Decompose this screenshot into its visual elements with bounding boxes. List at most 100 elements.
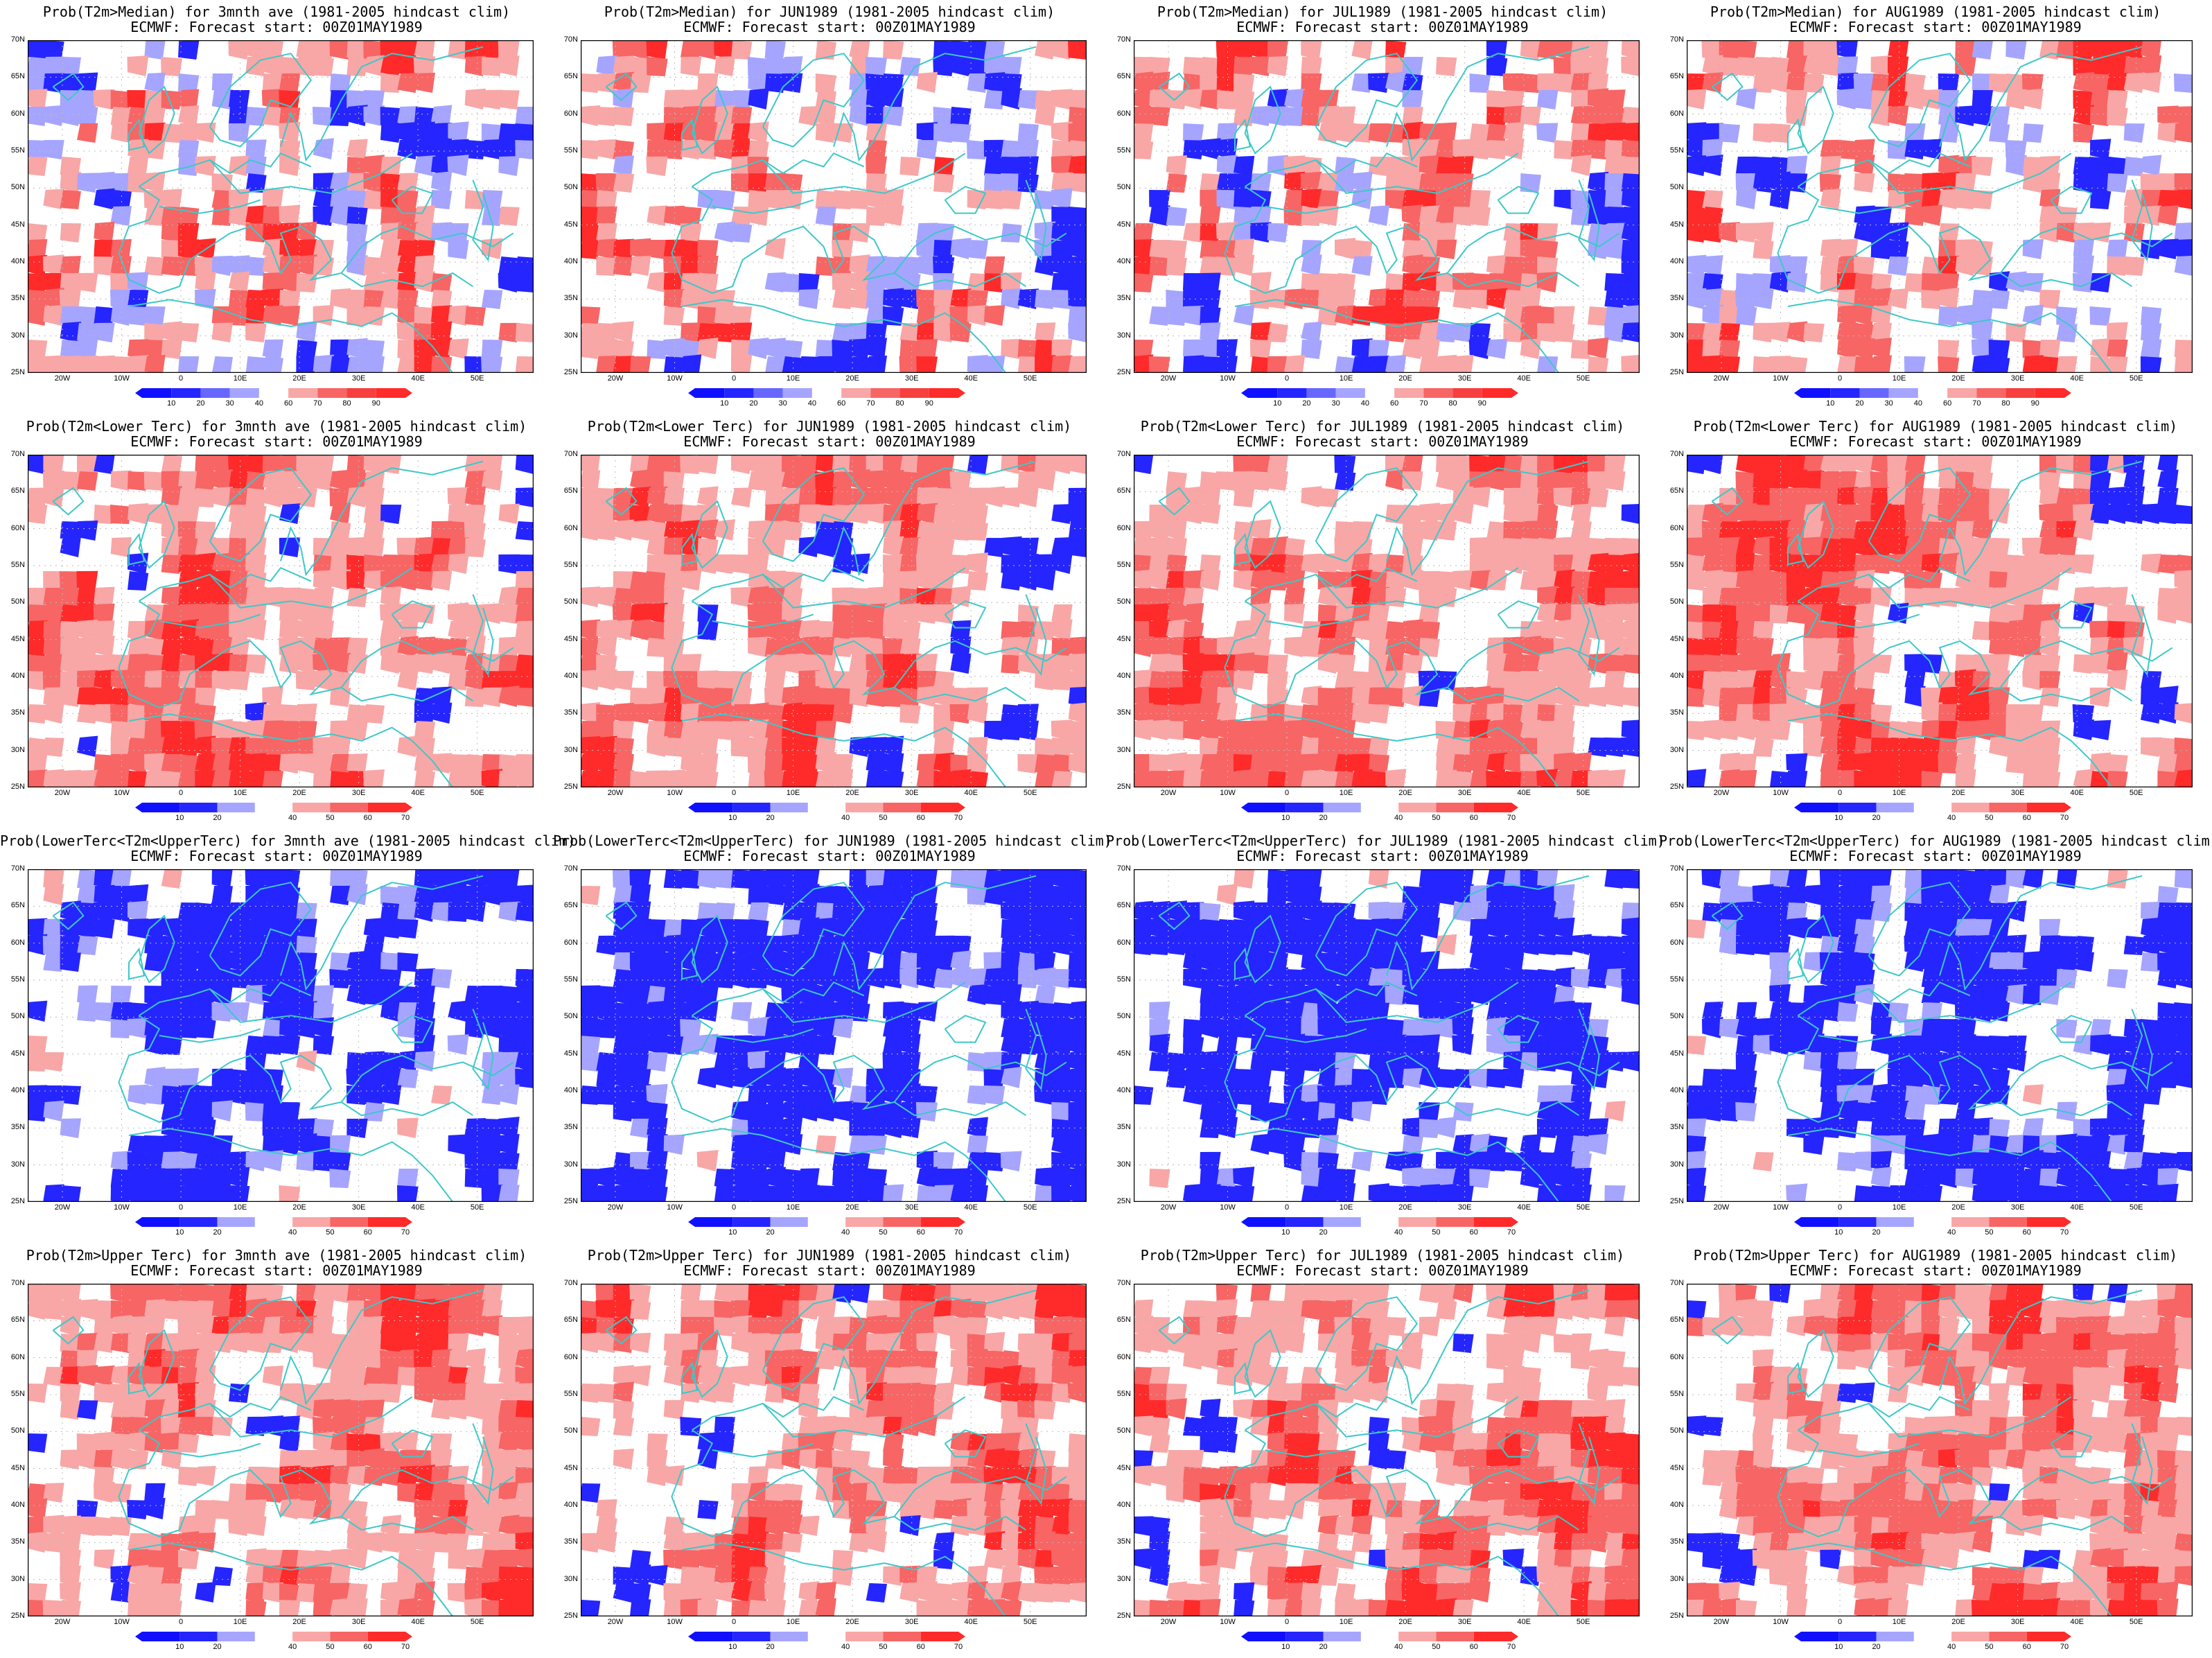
lat-tick-label: 60N bbox=[1669, 938, 1684, 947]
lon-tick-label: 10E bbox=[786, 789, 800, 797]
lon-tick-label: 20E bbox=[845, 1618, 859, 1626]
lon-tick-label: 50E bbox=[2129, 374, 2143, 383]
graticule bbox=[1687, 455, 2193, 787]
lon-tick-label: 20W bbox=[1713, 789, 1730, 797]
lat-tick-label: 65N bbox=[1116, 1316, 1131, 1325]
lat-tick-label: 40N bbox=[10, 1086, 25, 1094]
colorbar-label: 40 bbox=[254, 399, 263, 408]
lat-tick-label: 35N bbox=[563, 1123, 578, 1132]
lon-tick-label: 50E bbox=[1023, 1618, 1037, 1626]
lat-tick-label: 45N bbox=[563, 1463, 578, 1472]
lon-tick-label: 0 bbox=[731, 1203, 737, 1212]
lat-tick-label: 55N bbox=[563, 146, 578, 155]
panel-title: Prob(T2m<Lower Terc) for AUG1989 (1981-2… bbox=[1693, 418, 2178, 435]
coastlines bbox=[1711, 1289, 2173, 1616]
panel-subtitle: ECMWF: Forecast start: 00Z01MAY1989 bbox=[1789, 1262, 2082, 1279]
colorbar-label: 60 bbox=[2022, 1643, 2031, 1651]
panel-title: Prob(T2m>Median) for JUL1989 (1981-2005 … bbox=[1157, 3, 1608, 20]
lon-tick-label: 40E bbox=[1517, 789, 1531, 797]
colorbar bbox=[135, 1217, 412, 1227]
lat-tick-label: 50N bbox=[1116, 183, 1131, 192]
lat-tick-label: 30N bbox=[563, 745, 578, 754]
lat-tick-label: 25N bbox=[10, 783, 25, 791]
colorbar-label: 10 bbox=[175, 1228, 184, 1237]
lon-tick-label: 10E bbox=[1892, 1203, 1906, 1212]
contour-fill bbox=[581, 455, 1087, 787]
lat-tick-label: 60N bbox=[1669, 109, 1684, 118]
colorbar-label: 30 bbox=[225, 399, 234, 408]
lon-tick-label: 20E bbox=[1398, 1203, 1412, 1212]
colorbar-label: 40 bbox=[1947, 1228, 1956, 1237]
colorbar-label: 60 bbox=[1389, 399, 1399, 408]
lat-tick-label: 50N bbox=[1669, 597, 1684, 607]
contour-fill bbox=[581, 869, 1087, 1202]
lat-tick-label: 45N bbox=[563, 634, 578, 643]
colorbar-label: 10 bbox=[1834, 814, 1843, 822]
lon-tick-label: 40E bbox=[2070, 789, 2084, 797]
lat-tick-label: 35N bbox=[10, 708, 25, 717]
colorbar-label: 50 bbox=[1432, 1643, 1441, 1651]
colorbar-label: 20 bbox=[766, 1643, 775, 1651]
lat-tick-label: 25N bbox=[563, 783, 578, 791]
lat-tick-label: 30N bbox=[10, 1574, 25, 1583]
lat-tick-label: 25N bbox=[10, 1197, 25, 1205]
contour-fill bbox=[28, 869, 534, 1202]
probability-map bbox=[1134, 1284, 1640, 1616]
lat-tick-label: 70N bbox=[1669, 450, 1684, 458]
colorbar-label: 60 bbox=[836, 399, 846, 408]
lon-tick-label: 20W bbox=[1713, 1203, 1730, 1212]
lon-tick-label: 20W bbox=[1160, 374, 1177, 383]
panel-subtitle: ECMWF: Forecast start: 00Z01MAY1989 bbox=[1789, 848, 2082, 864]
lat-tick-label: 40N bbox=[1669, 1501, 1684, 1509]
lat-tick-label: 65N bbox=[563, 901, 578, 910]
lat-tick-label: 55N bbox=[1116, 561, 1131, 569]
colorbar-label: 10 bbox=[1281, 814, 1290, 822]
probability-map bbox=[581, 40, 1087, 373]
colorbar-label: 40 bbox=[1394, 1228, 1403, 1237]
lon-tick-label: 40E bbox=[1517, 1618, 1531, 1626]
lat-tick-label: 40N bbox=[1669, 1086, 1684, 1094]
lat-tick-label: 55N bbox=[10, 561, 25, 569]
colorbar-label: 20 bbox=[213, 1228, 222, 1237]
lon-tick-label: 40E bbox=[411, 789, 425, 797]
colorbar-label: 70 bbox=[1419, 399, 1428, 408]
lat-tick-label: 25N bbox=[563, 368, 578, 376]
colorbar-label: 50 bbox=[879, 814, 888, 822]
panel-subtitle: ECMWF: Forecast start: 00Z01MAY1989 bbox=[130, 848, 423, 864]
lat-tick-label: 70N bbox=[563, 864, 578, 873]
colorbar-label: 40 bbox=[288, 1643, 297, 1651]
lat-tick-label: 25N bbox=[1669, 783, 1684, 791]
lat-tick-label: 65N bbox=[1116, 901, 1131, 910]
colorbar-label: 10 bbox=[167, 399, 176, 408]
colorbar-label: 40 bbox=[288, 1228, 297, 1237]
colorbar-label: 90 bbox=[924, 399, 933, 408]
lat-tick-label: 25N bbox=[1116, 1612, 1131, 1620]
lat-tick-label: 50N bbox=[1669, 1426, 1684, 1436]
lon-tick-label: 10E bbox=[1892, 1618, 1906, 1626]
lat-tick-label: 70N bbox=[10, 864, 25, 873]
colorbar-label: 70 bbox=[313, 399, 322, 408]
lon-tick-label: 20W bbox=[54, 789, 71, 797]
lon-tick-label: 20E bbox=[1951, 1618, 1965, 1626]
lat-tick-label: 35N bbox=[1116, 708, 1131, 717]
lat-tick-label: 55N bbox=[1116, 146, 1131, 155]
map-panel: Prob(T2m>Upper Terc) for JUN1989 (1981-2… bbox=[553, 1244, 1106, 1658]
lat-tick-label: 45N bbox=[563, 1049, 578, 1058]
lat-tick-label: 45N bbox=[1116, 1049, 1131, 1058]
colorbar-label: 40 bbox=[841, 1228, 850, 1237]
coastlines bbox=[605, 46, 1067, 373]
lat-tick-label: 60N bbox=[1116, 1352, 1131, 1361]
panel-title: Prob(T2m<Lower Terc) for JUN1989 (1981-2… bbox=[587, 418, 1072, 435]
graticule bbox=[1134, 455, 1640, 787]
colorbar-label: 60 bbox=[2022, 1228, 2031, 1237]
lon-tick-label: 0 bbox=[1837, 1618, 1843, 1626]
lon-tick-label: 20E bbox=[292, 789, 306, 797]
probability-map bbox=[1134, 455, 1640, 787]
probability-map bbox=[1687, 40, 2193, 373]
lon-tick-label: 40E bbox=[964, 789, 978, 797]
lat-tick-label: 35N bbox=[10, 1537, 25, 1546]
map-panel: Prob(LowerTerc<T2m<UpperTerc) for JUN198… bbox=[553, 829, 1112, 1244]
lon-tick-label: 20E bbox=[1398, 1618, 1412, 1626]
graticule bbox=[1134, 869, 1640, 1202]
lon-tick-label: 50E bbox=[1576, 374, 1590, 383]
